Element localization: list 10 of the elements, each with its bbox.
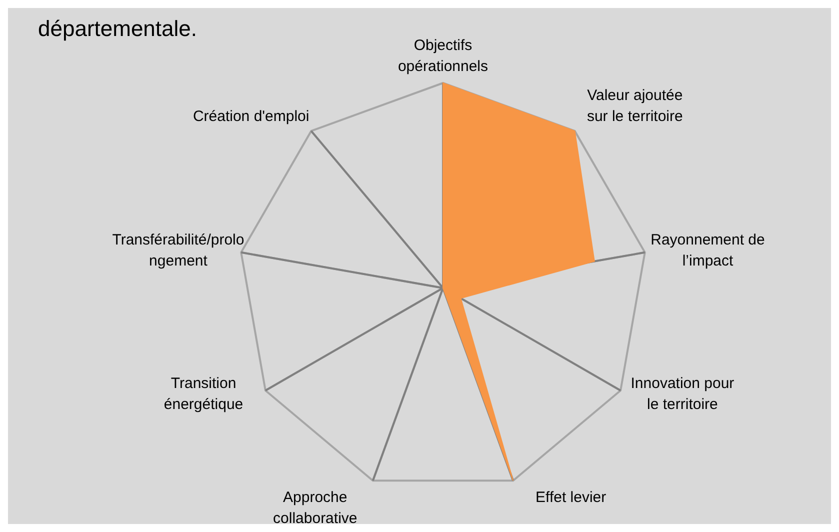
chart-title: départementale. bbox=[38, 16, 197, 42]
spoke-label: Valeur ajoutée sur le territoire bbox=[586, 86, 683, 125]
spoke-label: Transférabilité/prolongement bbox=[112, 231, 244, 270]
spoke-label: Transition énergétique bbox=[164, 374, 244, 413]
spoke-label: Approche collaborative bbox=[273, 489, 358, 528]
spoke-label: Innovation pour le territoire bbox=[630, 374, 734, 413]
spoke-label: Effet levier bbox=[536, 489, 606, 506]
spoke-label: Objectifs opérationnels bbox=[398, 36, 488, 75]
spoke-label: Rayonnement de l’impact bbox=[650, 231, 765, 270]
spoke-label: Création d'emploi bbox=[192, 108, 310, 125]
